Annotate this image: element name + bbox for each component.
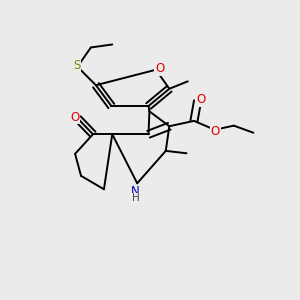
Text: N: N	[131, 185, 140, 198]
Text: O: O	[155, 62, 164, 75]
Text: S: S	[73, 59, 80, 72]
Text: O: O	[70, 111, 80, 124]
Text: H: H	[132, 193, 140, 203]
Text: O: O	[196, 93, 205, 106]
Text: O: O	[211, 125, 220, 138]
